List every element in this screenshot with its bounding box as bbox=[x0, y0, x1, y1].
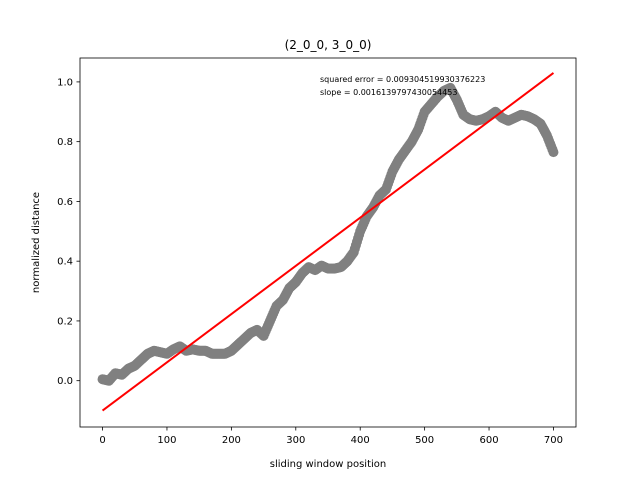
annotation-squared-error: squared error = 0.009304519930376223 bbox=[320, 75, 485, 84]
x-tick-label: 500 bbox=[415, 435, 434, 446]
y-axis-label: normalized distance bbox=[31, 192, 42, 293]
annotation-slope: slope = 0.0016139797430054453 bbox=[320, 88, 457, 97]
x-tick-label: 200 bbox=[222, 435, 241, 446]
regression-line bbox=[101, 72, 555, 412]
chart-title: (2_0_0, 3_0_0) bbox=[285, 38, 372, 52]
x-tick-label: 400 bbox=[351, 435, 370, 446]
x-tick-label: 0 bbox=[99, 435, 105, 446]
plot-frame bbox=[79, 57, 577, 428]
y-tick-label: 0.8 bbox=[57, 137, 73, 148]
plot-layer bbox=[97, 72, 559, 412]
tick-layer: 0 100 200 300 400 500 600 700 0.0 0.2 0.4 0.6 0.8 1.0 bbox=[57, 77, 563, 446]
x-axis-label: sliding window position bbox=[270, 459, 386, 470]
y-tick-label: 0.4 bbox=[57, 257, 73, 268]
data-point bbox=[548, 147, 559, 158]
x-tick-label: 100 bbox=[157, 435, 176, 446]
x-tick-label: 300 bbox=[286, 435, 305, 446]
y-tick-label: 0.0 bbox=[57, 376, 73, 387]
x-tick-label: 600 bbox=[479, 435, 498, 446]
y-tick-label: 0.6 bbox=[57, 197, 73, 208]
y-tick-label: 0.2 bbox=[57, 316, 73, 327]
y-tick-label: 1.0 bbox=[57, 77, 73, 88]
x-tick-label: 700 bbox=[544, 435, 563, 446]
